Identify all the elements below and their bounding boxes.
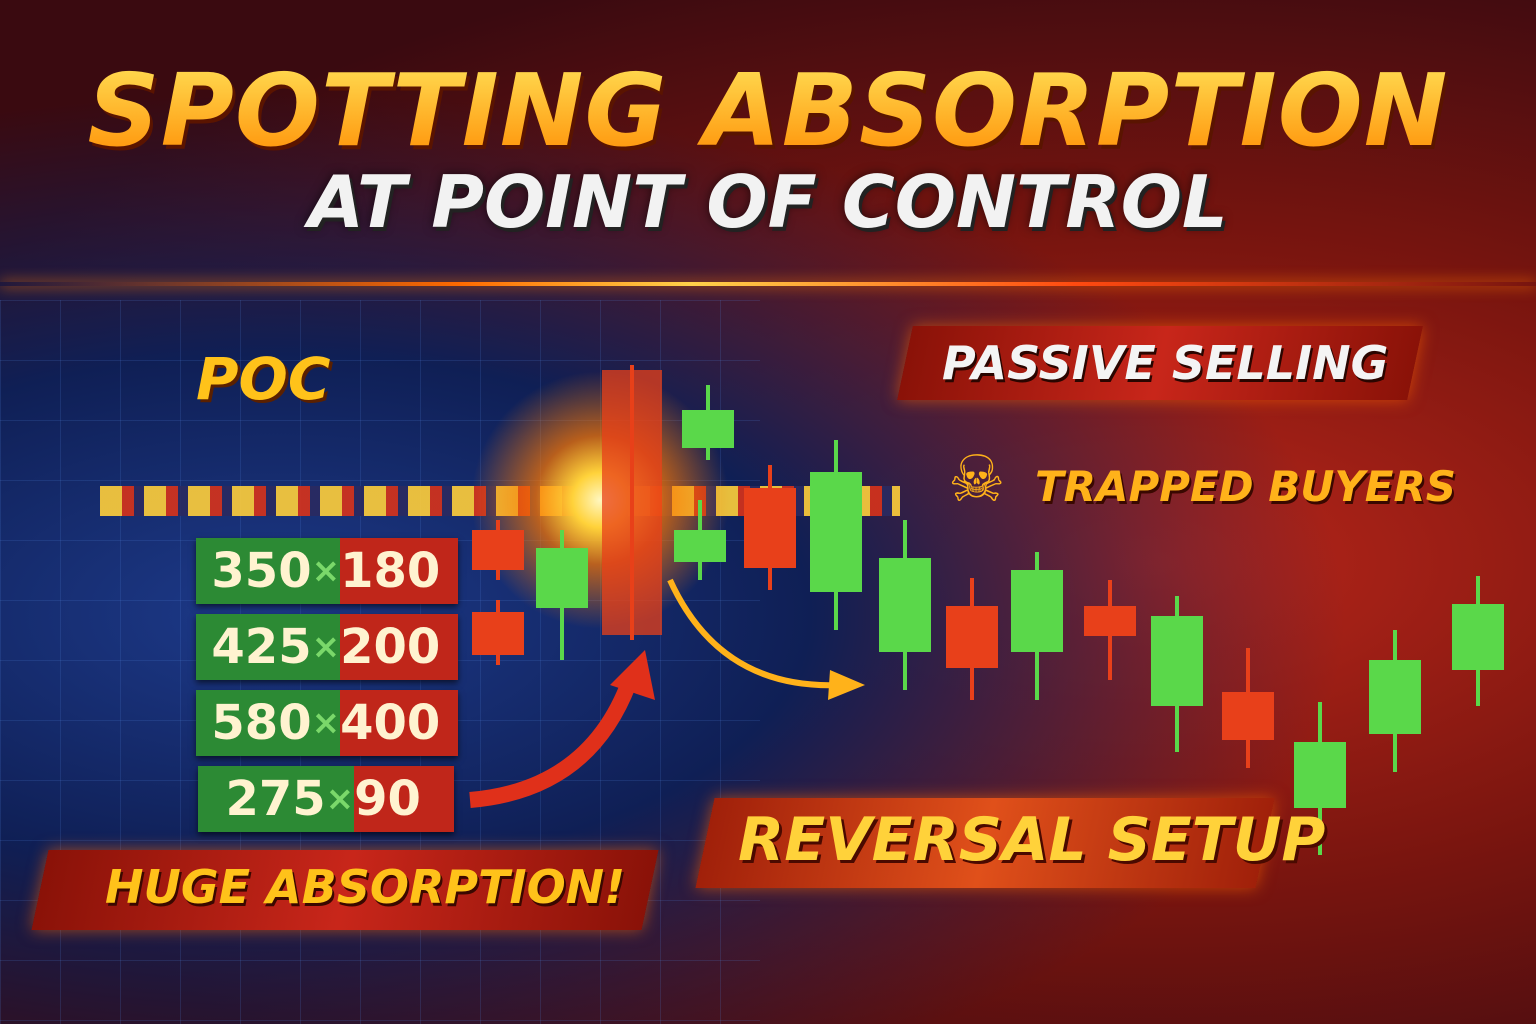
curved-arrow-icon: [469, 578, 865, 808]
separator: ×: [311, 551, 341, 591]
candle-bull: [879, 520, 931, 690]
volume-row: 350 × 180: [196, 538, 458, 604]
candle-body: [744, 488, 796, 568]
candle-body: [810, 472, 862, 592]
volume-row: 275 × 90: [198, 766, 454, 832]
candle-bear: [1084, 580, 1136, 680]
candle-bear: [744, 465, 796, 590]
candle-body: [1222, 692, 1274, 740]
volume-row: 425 × 200: [196, 614, 458, 680]
candle-body: [472, 612, 524, 655]
buy-volume: 275: [225, 771, 326, 827]
subtitle: AT POINT OF CONTROL: [308, 160, 1228, 244]
candle-body: [682, 410, 734, 448]
candle-body: [1084, 606, 1136, 636]
buy-volume: 580: [211, 695, 312, 751]
candle-bull: [682, 385, 734, 460]
sell-volume: 180: [340, 538, 458, 604]
separator: ×: [311, 627, 341, 667]
candle-body: [1151, 616, 1203, 706]
sell-volume: 400: [340, 690, 458, 756]
candle-body: [674, 530, 726, 562]
passive-selling-label: PASSIVE SELLING: [942, 336, 1389, 390]
candle-bull: [1294, 702, 1346, 855]
candle-body: [602, 370, 662, 635]
buy-volume: 350: [211, 543, 312, 599]
candle-bear: [602, 365, 662, 640]
candle-bull: [810, 440, 862, 630]
buy-volume: 425: [211, 619, 312, 675]
sell-volume: 200: [340, 614, 458, 680]
candle-bear: [472, 520, 524, 580]
separator: ×: [325, 779, 355, 819]
candle-body: [472, 530, 524, 570]
candle-bull: [536, 530, 588, 660]
candle-bull: [1369, 630, 1421, 772]
separator: ×: [311, 703, 341, 743]
candle-bull: [1452, 576, 1504, 706]
divider-glow: [0, 282, 1536, 286]
candle-body: [1011, 570, 1063, 652]
candle-body: [1294, 742, 1346, 808]
candle-body: [536, 548, 588, 608]
candle-body: [879, 558, 931, 652]
reversal-setup-label: REVERSAL SETUP: [738, 805, 1326, 875]
volume-row: 580 × 400: [196, 690, 458, 756]
candle-body: [1452, 604, 1504, 670]
candle-bear: [472, 600, 524, 665]
candle-body: [946, 606, 998, 668]
sell-volume: 90: [354, 766, 454, 832]
trapped-buyers-label: TRAPPED BUYERS: [1035, 462, 1457, 511]
candle-bear: [1222, 648, 1274, 768]
candle-bull: [674, 500, 726, 580]
candle-body: [1369, 660, 1421, 734]
candle-bull: [1011, 552, 1063, 700]
candle-bull: [1151, 596, 1203, 752]
candle-bear: [946, 578, 998, 700]
skull-icon: ☠: [948, 443, 1006, 517]
title: SPOTTING ABSORPTION: [0, 52, 1536, 169]
poc-label: POC: [196, 345, 331, 413]
huge-absorption-label: HUGE ABSORPTION!: [105, 860, 626, 914]
